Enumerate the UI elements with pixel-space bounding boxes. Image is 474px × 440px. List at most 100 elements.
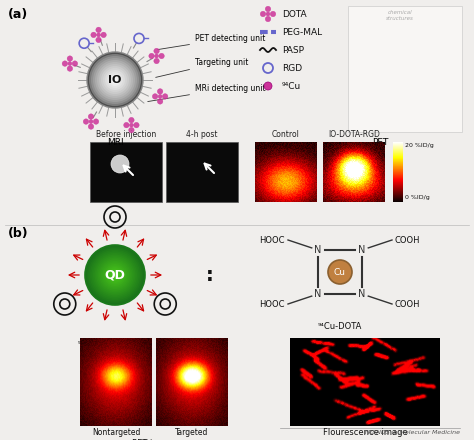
Text: Cu: Cu <box>334 268 346 276</box>
Text: (b): (b) <box>8 227 28 240</box>
Circle shape <box>104 264 126 286</box>
Circle shape <box>124 122 129 128</box>
Circle shape <box>101 32 106 38</box>
Text: PET detecting unit: PET detecting unit <box>158 33 265 50</box>
Circle shape <box>266 12 270 16</box>
Circle shape <box>154 48 159 54</box>
Text: MRI: MRI <box>107 138 123 147</box>
Circle shape <box>99 259 131 291</box>
Circle shape <box>101 66 129 94</box>
Text: Before injection: Before injection <box>96 130 156 139</box>
Circle shape <box>107 72 123 88</box>
Text: 4-h post: 4-h post <box>186 130 218 139</box>
Circle shape <box>91 32 96 38</box>
Text: PASP: PASP <box>282 45 304 55</box>
Text: Targeting unit: Targeting unit <box>155 58 248 77</box>
Text: N: N <box>358 289 365 299</box>
Circle shape <box>264 82 272 90</box>
Text: Flourescence image: Flourescence image <box>323 428 407 437</box>
Circle shape <box>111 76 119 84</box>
Circle shape <box>155 54 159 58</box>
Circle shape <box>96 256 134 294</box>
Circle shape <box>88 248 142 302</box>
Circle shape <box>93 58 137 102</box>
Circle shape <box>157 89 163 94</box>
Circle shape <box>112 272 118 278</box>
Circle shape <box>96 37 101 43</box>
FancyBboxPatch shape <box>348 6 462 132</box>
Text: ⁹⁴Cu-DOTA: ⁹⁴Cu-DOTA <box>318 322 362 331</box>
Text: PEG-MAL: PEG-MAL <box>282 27 322 37</box>
Text: PET image: PET image <box>132 439 176 440</box>
Circle shape <box>265 16 271 22</box>
Circle shape <box>312 244 324 256</box>
Circle shape <box>110 270 120 280</box>
Text: RGD: RGD <box>282 63 302 73</box>
Text: Targeted: Targeted <box>175 428 209 437</box>
Circle shape <box>109 269 121 281</box>
Circle shape <box>312 288 324 300</box>
Circle shape <box>159 53 164 59</box>
Circle shape <box>105 70 125 90</box>
Circle shape <box>87 246 144 304</box>
Circle shape <box>72 61 78 66</box>
Circle shape <box>109 74 121 86</box>
Circle shape <box>83 119 89 125</box>
Circle shape <box>98 258 132 292</box>
Circle shape <box>158 95 162 99</box>
Circle shape <box>93 119 99 125</box>
Circle shape <box>265 6 271 12</box>
Text: COOH: COOH <box>395 235 420 245</box>
Circle shape <box>328 260 352 284</box>
Circle shape <box>89 120 93 124</box>
Text: IO: IO <box>109 75 122 85</box>
Circle shape <box>107 267 123 283</box>
Text: HOOC: HOOC <box>259 300 285 308</box>
Circle shape <box>99 64 131 96</box>
Text: 20 %ID/g: 20 %ID/g <box>405 143 434 148</box>
Circle shape <box>154 58 159 64</box>
Circle shape <box>129 123 133 127</box>
Text: N: N <box>314 245 322 255</box>
Bar <box>166 142 238 202</box>
Text: COOH: COOH <box>395 300 420 308</box>
Circle shape <box>101 261 129 289</box>
Circle shape <box>91 56 139 104</box>
Circle shape <box>113 273 117 277</box>
Text: HOOC: HOOC <box>259 235 285 245</box>
Circle shape <box>90 250 140 300</box>
Circle shape <box>62 61 68 66</box>
Text: PET: PET <box>372 138 388 147</box>
Circle shape <box>67 66 73 71</box>
Text: N: N <box>314 289 322 299</box>
Text: N: N <box>358 245 365 255</box>
Text: Nontargeted: Nontargeted <box>92 428 140 437</box>
Circle shape <box>93 253 137 297</box>
Circle shape <box>95 60 135 100</box>
Circle shape <box>89 54 141 106</box>
Text: TRENDS in Molecular Medicine: TRENDS in Molecular Medicine <box>364 430 460 435</box>
Circle shape <box>97 33 100 37</box>
Text: QD: QD <box>105 268 126 282</box>
Circle shape <box>134 122 139 128</box>
Bar <box>90 142 162 202</box>
Text: :: : <box>206 265 214 285</box>
Circle shape <box>157 99 163 104</box>
Text: IO-DOTA-RGD: IO-DOTA-RGD <box>328 130 380 139</box>
Circle shape <box>128 127 134 133</box>
Circle shape <box>91 251 139 299</box>
Circle shape <box>111 155 129 173</box>
Circle shape <box>88 114 94 119</box>
Text: ⁹⁴Cu: ⁹⁴Cu <box>282 81 301 91</box>
Circle shape <box>68 62 72 66</box>
Text: ⁹⁴Cu-DOTA-QD-RGD: ⁹⁴Cu-DOTA-QD-RGD <box>78 340 152 349</box>
Circle shape <box>97 62 133 98</box>
Circle shape <box>94 254 136 296</box>
Circle shape <box>356 244 368 256</box>
Circle shape <box>96 27 101 33</box>
Text: chemical
structures: chemical structures <box>386 10 414 21</box>
Circle shape <box>103 68 127 92</box>
Circle shape <box>152 94 158 99</box>
Circle shape <box>149 53 155 59</box>
Circle shape <box>85 245 145 305</box>
